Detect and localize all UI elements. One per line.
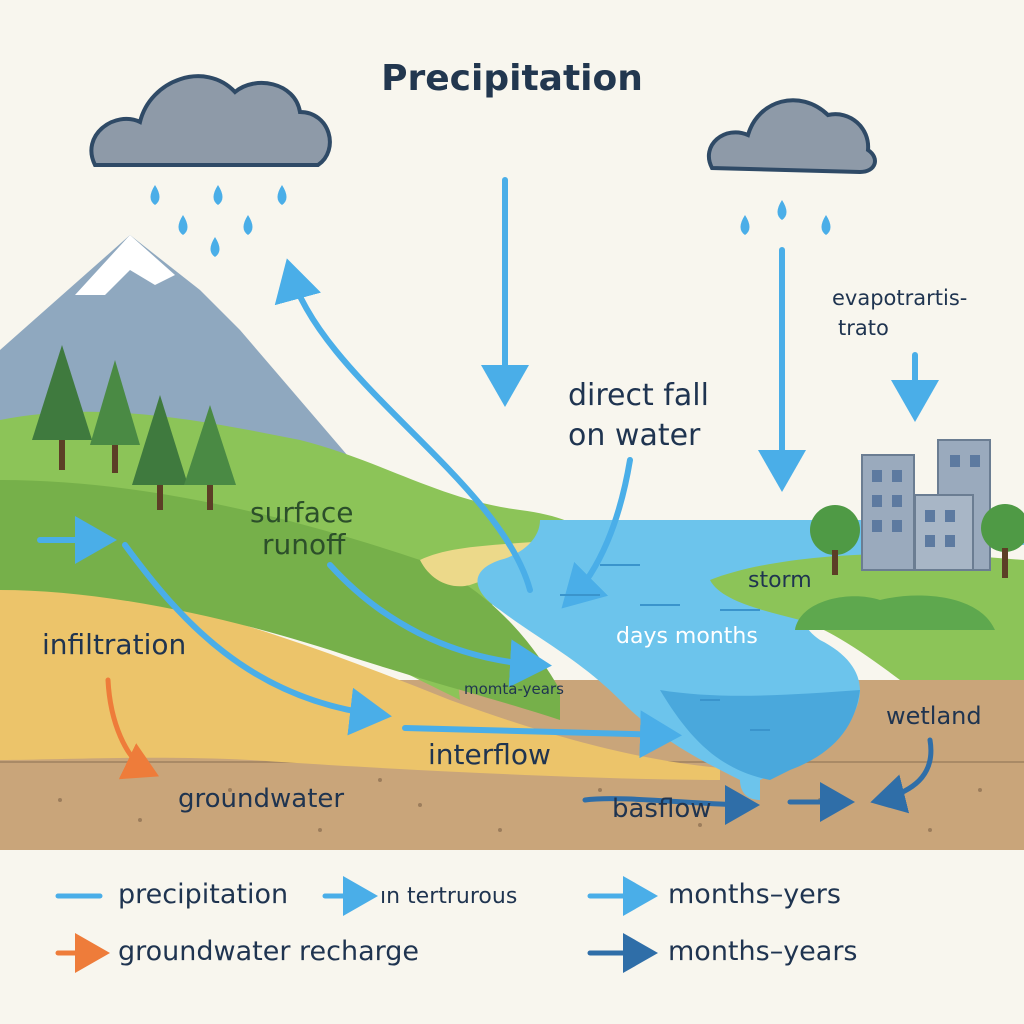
label-evapotranspiration: evapotrartis- xyxy=(832,286,968,310)
legend-swatches xyxy=(55,876,658,973)
label-days-months: days months xyxy=(616,624,758,649)
label-direct-fall: direct fall xyxy=(568,378,709,413)
flow-arrows-blue xyxy=(37,177,939,759)
trees-right xyxy=(795,504,1024,630)
raindrops-right xyxy=(740,200,831,235)
label-evapotranspiration-2: trato xyxy=(838,316,889,340)
groundwater-recharge-arrow xyxy=(105,677,160,780)
label-on-water: on water xyxy=(568,418,701,453)
label-groundwater: groundwater xyxy=(178,784,345,814)
label-wetland: wetland xyxy=(886,702,982,730)
trees-left xyxy=(32,345,236,510)
baseflow-arrow xyxy=(582,784,760,825)
city-buildings xyxy=(861,439,991,571)
lake-deep xyxy=(660,690,860,780)
direct-fall-arrow xyxy=(561,457,633,609)
water-flow-dashes xyxy=(560,564,770,731)
cloud-right xyxy=(706,98,877,175)
label-storm: storm xyxy=(748,568,812,593)
interflow-arrow-a xyxy=(122,542,392,736)
raindrops-left xyxy=(150,185,287,257)
wetland-arrow xyxy=(870,737,934,814)
label-baseflow: basflow xyxy=(612,794,712,824)
legend-label-months-years: months–years xyxy=(668,936,858,967)
evaporation-arrow xyxy=(274,258,533,593)
legend-label-months-yers: months–yers xyxy=(668,879,841,910)
cloud-left xyxy=(89,74,332,167)
legend-label-tertrurous: ın tertrurous xyxy=(380,884,518,909)
legend-label-precipitation: precipitation xyxy=(118,879,289,910)
green-hill-lower xyxy=(0,480,560,720)
flow-arrows-dark xyxy=(582,737,934,825)
label-surface: surface xyxy=(250,496,354,529)
label-interflow: interflow xyxy=(428,738,551,771)
soil-yellow-layer xyxy=(0,580,720,780)
mountain-snowcap xyxy=(75,235,175,295)
legend-label-groundwater-recharge: groundwater recharge xyxy=(118,936,420,967)
surface-runoff-arrow xyxy=(327,562,552,688)
interflow-arrow-b xyxy=(402,710,682,759)
label-runoff: runoff xyxy=(262,528,346,561)
label-infiltration: infiltration xyxy=(42,628,187,661)
label-momta-years: momta-years xyxy=(464,680,564,698)
diagram-title: Precipitation xyxy=(381,58,643,99)
lake-water xyxy=(477,520,1024,800)
